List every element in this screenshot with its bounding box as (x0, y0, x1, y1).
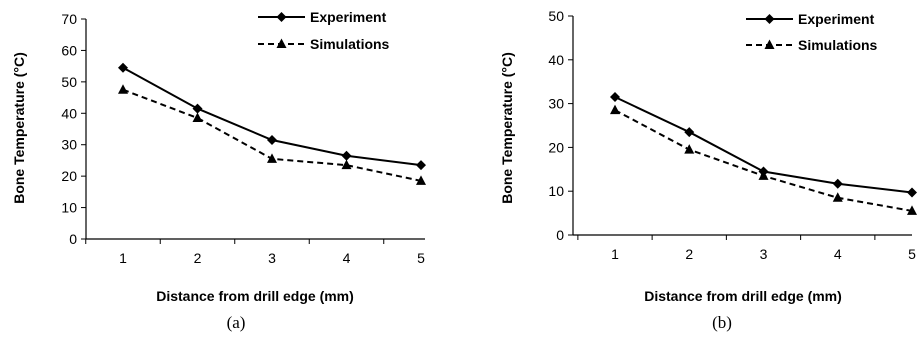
chart-a: 0 10 20 30 40 50 60 70 1 2 3 4 5 Distance from drill … (11, 9, 426, 332)
data-point (610, 104, 620, 115)
y-tick-label: 40 (548, 52, 564, 68)
data-point (907, 187, 917, 198)
legend-entry-experiment: Experiment (258, 9, 387, 25)
series-simulations (118, 84, 426, 185)
legend-entry-simulations: Simulations (746, 37, 878, 53)
x-tick-label: 1 (119, 250, 127, 266)
data-point (832, 178, 843, 189)
legend-marker (276, 38, 287, 48)
data-point (416, 160, 426, 171)
y-tick-label: 10 (548, 183, 564, 199)
data-point (341, 150, 352, 161)
data-point (267, 135, 277, 145)
y-axis-title: Bone Temperature (°C) (11, 52, 27, 204)
x-axis-title: Distance from drill edge (mm) (156, 288, 354, 304)
y-tick-label: 0 (556, 227, 564, 243)
legend-marker (764, 39, 775, 49)
data-point (416, 175, 426, 185)
data-point (267, 153, 277, 163)
panel-caption: (b) (712, 313, 732, 332)
series-experiment (610, 92, 917, 198)
data-point (758, 170, 769, 180)
y-tick-label: 50 (548, 8, 564, 24)
data-point (118, 84, 128, 94)
y-tick-label: 10 (61, 200, 77, 216)
data-point (610, 92, 620, 103)
y-tick-label: 30 (61, 137, 77, 153)
legend-marker (764, 14, 775, 24)
y-tick-label: 30 (548, 96, 564, 112)
x-axis-title: Distance from drill edge (mm) (644, 288, 842, 304)
series-line (122, 66, 422, 167)
x-tick-label: 4 (343, 250, 351, 266)
series-line (614, 109, 913, 212)
x-tick-label: 5 (417, 250, 425, 266)
x-tick-label: 4 (834, 246, 842, 262)
data-point (684, 127, 695, 138)
data-point (192, 112, 203, 122)
y-tick-label: 20 (61, 168, 77, 184)
x-tick-label: 5 (908, 246, 916, 262)
x-tick-label: 3 (268, 250, 276, 266)
x-tick-label: 2 (685, 246, 693, 262)
y-tick-label: 70 (61, 11, 77, 27)
data-point (341, 159, 352, 170)
series-experiment (118, 62, 426, 171)
legend-label: Experiment (798, 11, 875, 27)
panel-caption: (a) (227, 313, 246, 332)
legend-entry-simulations: Simulations (258, 36, 390, 52)
y-axis-title: Bone Temperature (°C) (499, 52, 515, 204)
y-tick-label: 60 (61, 42, 77, 58)
legend-label: Simulations (310, 36, 390, 52)
y-tick-label: 40 (61, 105, 77, 121)
series-simulations (610, 104, 917, 215)
data-point (118, 62, 128, 73)
data-point (907, 205, 917, 215)
x-tick-label: 1 (611, 246, 619, 262)
chart-b: 0 10 20 30 40 50 1 2 3 4 5 Distance from drill edge… (499, 8, 917, 332)
x-tick-label: 3 (760, 246, 768, 262)
y-tick-label: 20 (548, 139, 564, 155)
legend-marker (276, 12, 287, 22)
legend-label: Simulations (798, 37, 878, 53)
legend-entry-experiment: Experiment (746, 11, 875, 27)
y-tick-label: 50 (61, 74, 77, 90)
x-tick-label: 2 (194, 250, 202, 266)
y-tick-label: 0 (69, 231, 77, 247)
data-point (832, 192, 843, 202)
data-point (192, 103, 203, 114)
data-point (684, 144, 695, 154)
legend-label: Experiment (310, 9, 387, 25)
